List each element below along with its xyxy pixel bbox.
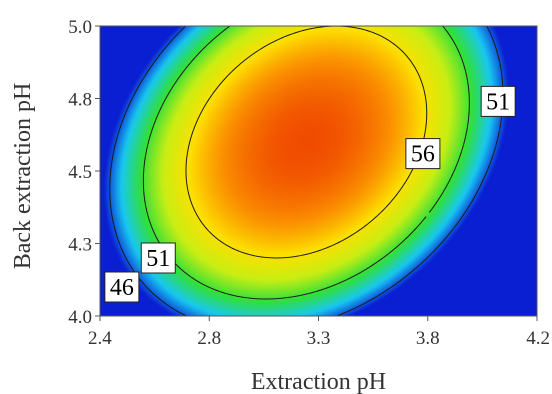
contour-label-51: 51 [480,85,516,117]
contour-label-text: 51 [146,246,170,272]
contour-label-text: 56 [411,142,435,168]
contour-labels: 51 51 56 46 [104,85,516,303]
x-axis-label: Extraction pH [251,369,386,394]
contour-label-box [104,271,140,303]
y-tick-label: 5.0 [68,17,92,38]
x-tick-label: 2.4 [88,328,112,349]
contour-line-51 [142,26,470,300]
x-tick-label: 2.8 [197,328,221,349]
y-tick-label: 4.3 [68,235,92,256]
x-tick-label: 4.2 [526,328,550,349]
contour-label-box [405,138,441,170]
y-axis-label: Back extraction pH [10,83,36,270]
contour-line-56 [185,26,428,259]
contour-label-56: 56 [405,138,441,170]
y-tick-label: 4.0 [68,307,92,328]
contour-label-box [140,242,176,274]
contour-label-text: 51 [486,89,510,115]
contour-lines [109,26,504,316]
x-tick-label: 3.8 [416,328,440,349]
contour-label-51: 51 [140,242,176,274]
contour-line-46 [109,26,504,316]
contour-label-46: 46 [104,271,140,303]
y-tick-label: 4.5 [68,162,92,183]
x-tick-label: 3.3 [307,328,331,349]
axes: 2.4 2.8 3.3 3.8 4.2 4.0 4.3 4.5 4.8 5.0 [68,17,550,349]
contour-label-box [480,85,516,117]
y-tick-label: 4.8 [68,90,92,111]
contour-label-text: 46 [110,275,134,301]
